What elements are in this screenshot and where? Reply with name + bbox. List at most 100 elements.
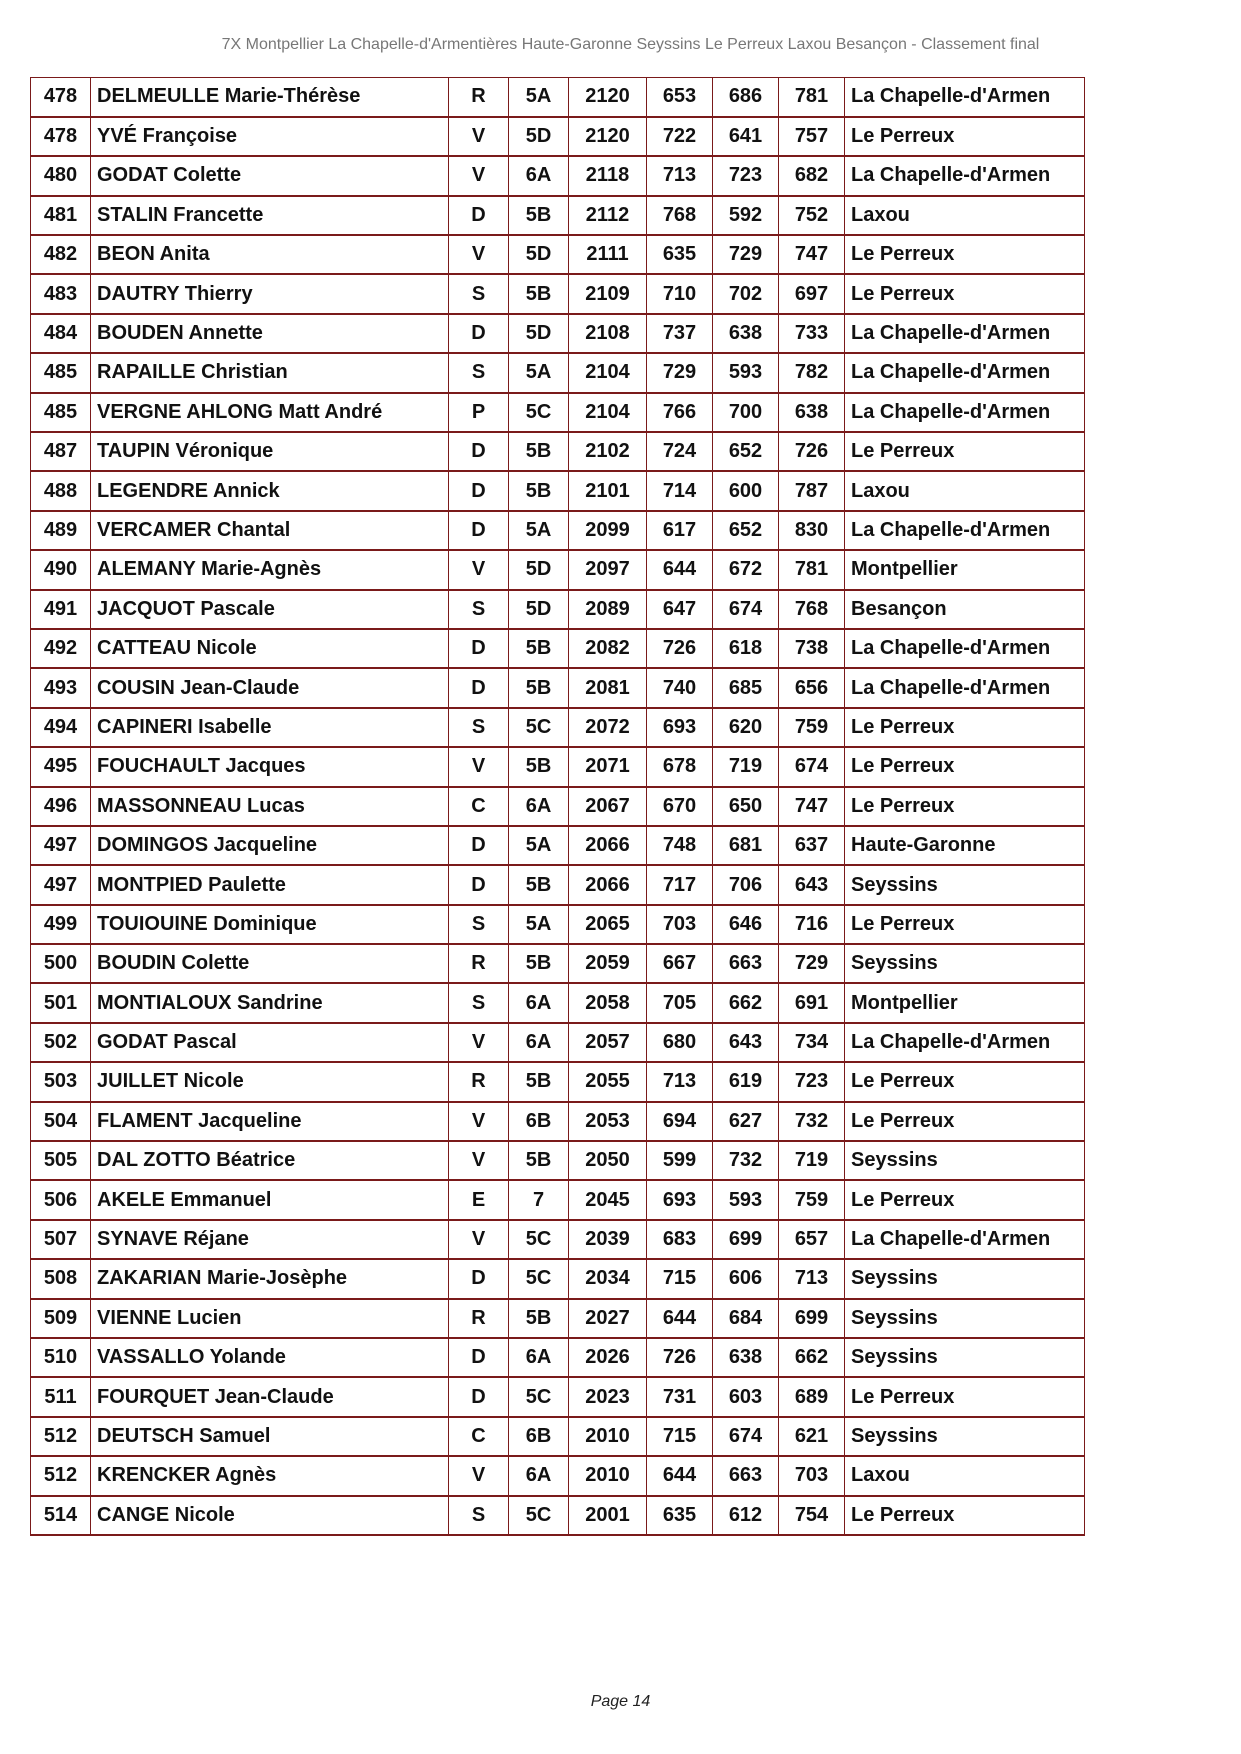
cell-score-2: 700 [712, 392, 779, 433]
cell-total: 2045 [568, 1179, 647, 1221]
table-row: 503 JUILLET Nicole R 5B 2055 713 619 723 Le Perr… [30, 1061, 1085, 1103]
cell-player-name: VERCAMER Chantal [90, 510, 449, 551]
cell-category: V [448, 1455, 509, 1497]
cell-club: Le Perreux [844, 707, 1085, 748]
table-row: 490 ALEMANY Marie-Agnès V 5D 2097 644 672 781 Mo… [30, 549, 1085, 591]
cell-score-3: 729 [778, 943, 845, 984]
cell-score-1: 635 [646, 234, 713, 275]
cell-score-2: 620 [712, 707, 779, 748]
cell-total: 2108 [568, 313, 647, 354]
cell-total: 2099 [568, 510, 647, 551]
cell-category: S [448, 273, 509, 315]
table-row: 488 LEGENDRE Annick D 5B 2101 714 600 787 Laxou [30, 470, 1085, 512]
cell-series: 5D [508, 313, 569, 354]
cell-rank: 481 [30, 195, 91, 236]
cell-club: Haute-Garonne [844, 825, 1085, 866]
cell-club: Le Perreux [844, 273, 1085, 315]
cell-category: S [448, 904, 509, 945]
cell-score-1: 726 [646, 1337, 713, 1378]
cell-club: Le Perreux [844, 234, 1085, 275]
cell-club: Montpellier [844, 549, 1085, 591]
cell-total: 2097 [568, 549, 647, 591]
cell-player-name: BEON Anita [90, 234, 449, 275]
cell-total: 2104 [568, 392, 647, 433]
cell-player-name: VASSALLO Yolande [90, 1337, 449, 1378]
cell-score-3: 734 [778, 1022, 845, 1063]
table-row: 485 RAPAILLE Christian S 5A 2104 729 593 782 La … [30, 352, 1085, 394]
cell-score-3: 787 [778, 470, 845, 512]
cell-score-3: 699 [778, 1298, 845, 1339]
cell-score-3: 674 [778, 746, 845, 788]
table-row: 514 CANGE Nicole S 5C 2001 635 612 754 Le Perreu… [30, 1495, 1085, 1536]
cell-player-name: CATTEAU Nicole [90, 628, 449, 669]
cell-score-3: 754 [778, 1495, 845, 1536]
page-number: Page 14 [590, 1693, 651, 1710]
table-row: 499 TOUIOUINE Dominique S 5A 2065 703 646 716 Le… [30, 904, 1085, 945]
cell-score-3: 757 [778, 116, 845, 157]
cell-total: 2001 [568, 1495, 647, 1536]
cell-score-1: 635 [646, 1495, 713, 1536]
cell-club: Seyssins [844, 1337, 1085, 1378]
cell-score-1: 683 [646, 1219, 713, 1260]
cell-series: 6A [508, 1455, 569, 1497]
table-row: 478 YVÉ Françoise V 5D 2120 722 641 757 Le Perre… [30, 116, 1085, 157]
cell-club: Le Perreux [844, 1495, 1085, 1536]
table-row: 510 VASSALLO Yolande D 6A 2026 726 638 662 Seyss… [30, 1337, 1085, 1378]
table-row: 508 ZAKARIAN Marie-Josèphe D 5C 2034 715 606 71… [30, 1258, 1085, 1300]
cell-player-name: STALIN Francette [90, 195, 449, 236]
cell-rank: 490 [30, 549, 91, 591]
cell-player-name: TAUPIN Véronique [90, 431, 449, 472]
cell-score-3: 621 [778, 1416, 845, 1457]
cell-score-2: 729 [712, 234, 779, 275]
table-row: 496 MASSONNEAU Lucas C 6A 2067 670 650 747 Le Pe… [30, 786, 1085, 827]
cell-score-3: 781 [778, 76, 845, 118]
cell-player-name: FOUCHAULT Jacques [90, 746, 449, 788]
table-row: 480 GODAT Colette V 6A 2118 713 723 682 La Chape… [30, 155, 1085, 197]
cell-rank: 497 [30, 825, 91, 866]
cell-score-1: 678 [646, 746, 713, 788]
cell-category: S [448, 707, 509, 748]
cell-club: Le Perreux [844, 746, 1085, 788]
table-row: 506 AKELE Emmanuel E 7 2045 693 593 759 Le Perre… [30, 1179, 1085, 1221]
cell-score-2: 592 [712, 195, 779, 236]
cell-score-3: 691 [778, 982, 845, 1024]
cell-total: 2109 [568, 273, 647, 315]
cell-series: 6A [508, 155, 569, 197]
cell-score-2: 732 [712, 1140, 779, 1181]
cell-total: 2057 [568, 1022, 647, 1063]
cell-score-1: 714 [646, 470, 713, 512]
cell-player-name: CAPINERI Isabelle [90, 707, 449, 748]
cell-score-1: 713 [646, 155, 713, 197]
cell-score-3: 638 [778, 392, 845, 433]
cell-total: 2010 [568, 1455, 647, 1497]
cell-player-name: AKELE Emmanuel [90, 1179, 449, 1221]
cell-score-1: 653 [646, 76, 713, 118]
cell-player-name: TOUIOUINE Dominique [90, 904, 449, 945]
cell-player-name: VERGNE AHLONG Matt André [90, 392, 449, 433]
cell-score-1: 694 [646, 1101, 713, 1142]
cell-score-2: 638 [712, 313, 779, 354]
cell-player-name: RAPAILLE Christian [90, 352, 449, 394]
cell-score-1: 693 [646, 1179, 713, 1221]
cell-player-name: SYNAVE Réjane [90, 1219, 449, 1260]
cell-player-name: MONTPIED Paulette [90, 864, 449, 906]
cell-score-2: 593 [712, 1179, 779, 1221]
table-row: 512 KRENCKER Agnès V 6A 2010 644 663 703 Laxou [30, 1455, 1085, 1497]
cell-rank: 495 [30, 746, 91, 788]
cell-score-2: 699 [712, 1219, 779, 1260]
cell-category: V [448, 1101, 509, 1142]
cell-series: 5A [508, 510, 569, 551]
cell-category: V [448, 116, 509, 157]
table-row: 491 JACQUOT Pascale S 5D 2089 647 674 768 Besanç… [30, 589, 1085, 630]
cell-score-3: 643 [778, 864, 845, 906]
cell-total: 2111 [568, 234, 647, 275]
ranking-table: 478 DELMEULLE Marie-Thérèse R 5A 2120 653 686 7… [30, 76, 1085, 1536]
cell-player-name: GODAT Colette [90, 155, 449, 197]
cell-category: R [448, 76, 509, 118]
cell-rank: 508 [30, 1258, 91, 1300]
cell-series: 5C [508, 1495, 569, 1536]
cell-club: Besançon [844, 589, 1085, 630]
cell-series: 5B [508, 667, 569, 709]
cell-category: E [448, 1179, 509, 1221]
cell-score-2: 641 [712, 116, 779, 157]
